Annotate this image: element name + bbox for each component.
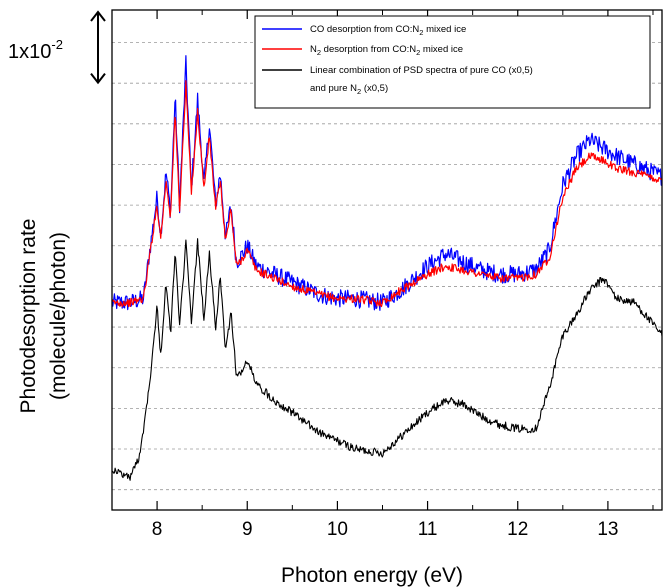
legend: CO desorption from CO:N2 mixed ice N2 des… [254,15,651,109]
y-axis-title: Photodesorption rate (molecule/photon) [17,219,70,414]
series-line-1 [111,55,663,311]
x-axis: 8 9 10 11 12 13 [111,10,654,540]
scale-bar-label: 1x10-2 [8,37,63,63]
x-tick-label: 13 [597,519,618,540]
series-line-2 [111,80,663,308]
legend-entry-4: and pure N2 (x0,5) [310,83,388,96]
plot-area-frame [111,9,663,511]
scale-arrowhead-up-icon [90,10,106,22]
x-tick-label: 12 [507,519,528,540]
x-axis-title: Photon energy (eV) [281,564,463,587]
legend-box [254,15,651,109]
y-axis-title-line2: (molecule/photon) [47,232,70,400]
legend-entry-1: CO desorption from CO:N2 mixed ice [310,24,466,37]
series-line-3 [111,238,663,481]
x-tick-label: 9 [242,519,253,540]
grid-lines [112,42,662,491]
x-tick-label: 10 [327,519,348,540]
scale-arrowhead-down-icon [90,73,106,85]
scale-bar: 1x10-2 [8,10,106,85]
series-layer [111,55,663,481]
legend-entry-3: Linear combination of PSD spectra of pur… [310,65,533,76]
legend-entry-2: N2 desorption from CO:N2 mixed ice [310,44,463,57]
y-axis-title-line1: Photodesorption rate [17,219,40,414]
x-tick-label: 8 [152,519,163,540]
x-tick-label: 11 [418,519,438,540]
scale-bar-exponent: -2 [51,37,63,52]
